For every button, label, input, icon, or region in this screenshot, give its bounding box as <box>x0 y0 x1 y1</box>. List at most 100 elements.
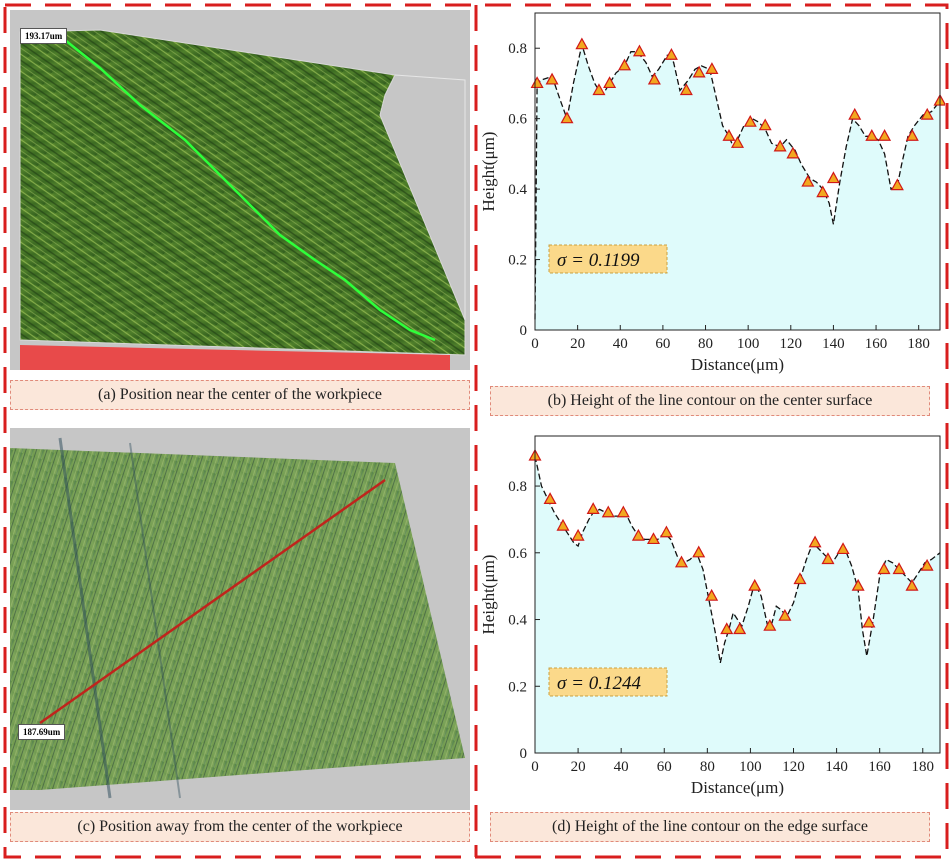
sigma-box <box>548 667 668 697</box>
data-marker <box>575 37 589 50</box>
caption-b: (b) Height of the line contour on the ce… <box>490 386 930 416</box>
data-marker <box>763 618 777 631</box>
x-tick-label: 160 <box>868 759 891 775</box>
y-tick-label: 0.8 <box>508 41 527 57</box>
edge-height-chart: 0 20 40 60 80 100 120 140 160 180 0 0.2 0.4 0.6 0.8 Dis… <box>480 435 941 797</box>
data-marker <box>674 555 689 568</box>
data-marker <box>601 505 615 518</box>
caption-d: (d) Height of the line contour on the ed… <box>490 812 930 842</box>
data-marker <box>646 532 660 545</box>
y-tick-label: 0.2 <box>508 253 527 269</box>
x-tick-label: 100 <box>737 336 760 352</box>
x-tick-label: 0 <box>531 759 539 775</box>
caption-a: (a) Position near the center of the work… <box>10 380 470 410</box>
data-marker <box>603 76 617 89</box>
data-marker <box>571 528 585 541</box>
plot-frame <box>534 12 941 331</box>
x-tick-label: 0 <box>531 336 539 352</box>
data-marker <box>743 114 757 127</box>
data-marker <box>905 578 919 591</box>
data-marker <box>632 44 646 57</box>
y-tick-label: 0.4 <box>508 182 527 198</box>
data-marker <box>692 65 706 78</box>
data-marker <box>920 558 934 571</box>
data-marker <box>793 572 807 585</box>
data-marker <box>618 58 632 71</box>
x-axis-label: Distance(μm) <box>691 355 784 374</box>
data-marker <box>733 622 747 635</box>
data-marker <box>664 48 678 60</box>
x-tick-label: 120 <box>782 759 805 775</box>
green-profile-line <box>64 39 436 342</box>
x-tick-label: 20 <box>570 336 585 352</box>
y-tick-label: 0.4 <box>508 613 527 629</box>
y-tick-label: 0.6 <box>508 112 527 128</box>
x-tick-label: 180 <box>912 759 935 775</box>
y-tick-label: 0.8 <box>508 479 527 495</box>
data-marker <box>722 129 736 141</box>
measure-label-c: 187.69um <box>18 724 66 740</box>
data-marker <box>543 492 557 505</box>
data-marker <box>679 83 693 96</box>
data-marker <box>705 62 719 74</box>
data-marker <box>659 525 673 538</box>
data-marker <box>862 615 876 628</box>
sigma-annotation: σ = 0.1244 <box>557 673 641 694</box>
caption-c: (c) Position away from the center of the… <box>10 812 470 842</box>
data-marker <box>545 72 559 85</box>
x-tick-label: 80 <box>698 336 713 352</box>
data-marker <box>556 518 570 531</box>
y-tick-label: 0 <box>520 323 528 339</box>
data-marker <box>892 562 906 575</box>
data-marker <box>616 505 630 518</box>
data-marker <box>530 76 544 89</box>
y-tick-label: 0.2 <box>508 679 527 695</box>
center-height-chart: 0 20 40 60 80 100 120 140 160 180 0 0.2 0.4 0.6 0.8 Dis… <box>480 12 945 374</box>
height-profile-line <box>534 455 941 664</box>
x-tick-label: 20 <box>571 759 586 775</box>
data-marker <box>586 502 600 515</box>
data-marker <box>836 542 850 555</box>
data-marker <box>560 111 574 124</box>
data-marker <box>748 578 762 591</box>
data-marker <box>720 622 734 635</box>
sigma-box <box>548 244 668 274</box>
data-marker <box>778 608 792 621</box>
data-marker <box>920 107 934 120</box>
measure-label-a: 193.17um <box>20 28 68 44</box>
plot-frame <box>534 435 941 754</box>
data-marker <box>786 146 800 159</box>
area-fill <box>535 456 940 753</box>
data-marker <box>730 136 745 148</box>
data-marker <box>801 174 815 187</box>
data-marker <box>773 139 787 152</box>
y-axis-label: Height(μm) <box>480 555 498 635</box>
y-tick-label: 0.6 <box>508 546 527 562</box>
data-marker <box>851 578 865 591</box>
data-marker <box>848 107 862 120</box>
data-marker <box>631 528 645 541</box>
data-marker <box>826 171 840 184</box>
data-marker <box>878 129 892 141</box>
data-marker <box>877 562 891 575</box>
data-marker <box>905 129 919 141</box>
x-tick-label: 160 <box>865 336 888 352</box>
sigma-annotation: σ = 0.1199 <box>557 250 640 271</box>
y-tick-label: 0 <box>520 746 528 762</box>
red-profile-line <box>39 478 386 725</box>
data-marker <box>705 588 719 601</box>
x-tick-label: 60 <box>655 336 670 352</box>
x-tick-label: 40 <box>614 759 629 775</box>
y-axis-label: Height(μm) <box>480 132 498 212</box>
center-surface-image: 193.17um <box>10 10 470 370</box>
data-marker <box>758 118 772 131</box>
x-tick-label: 120 <box>780 336 803 352</box>
x-tick-label: 40 <box>613 336 628 352</box>
data-marker <box>890 178 904 191</box>
x-axis-label: Distance(μm) <box>691 778 784 797</box>
x-tick-label: 140 <box>825 759 848 775</box>
x-tick-label: 80 <box>700 759 715 775</box>
x-tick-label: 140 <box>822 336 845 352</box>
data-marker <box>592 83 606 96</box>
